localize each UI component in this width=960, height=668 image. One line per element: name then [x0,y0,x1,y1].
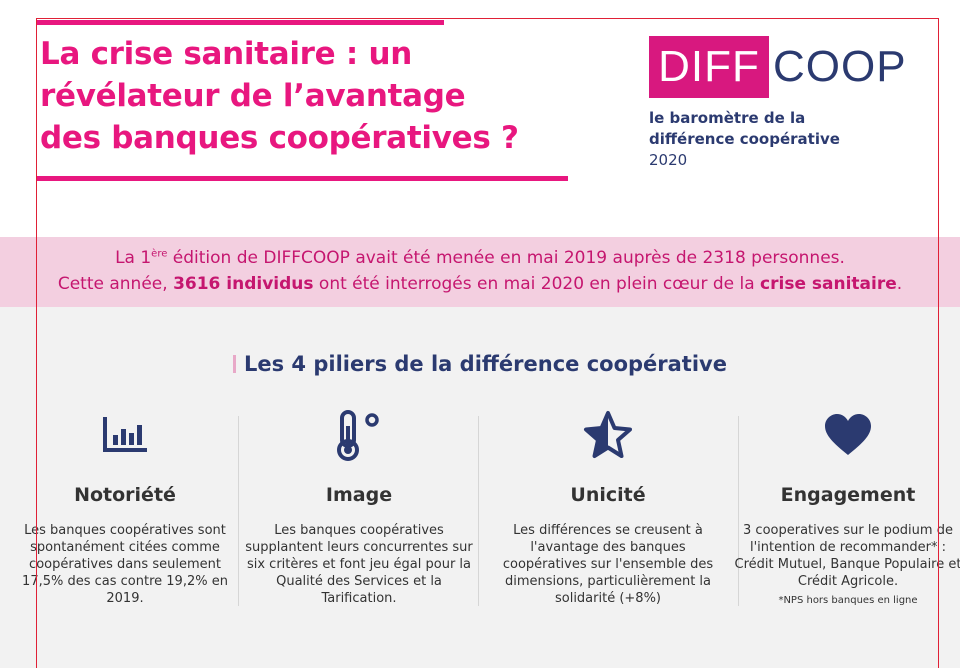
pillar-engagement: Engagement 3 cooperatives sur le podium … [733,408,960,606]
pillar-image: Image Les banques coopératives supplante… [244,408,474,607]
intro-band [0,237,960,307]
pillar-desc: Les banques coopératives sont spontanéme… [22,523,228,606]
title-underline [36,176,568,181]
pillar-name: Image [325,484,393,506]
column-divider-3 [738,416,739,606]
barometer-caption: le baromètre de la différence coopérativ… [649,108,840,171]
logo-text-left: DIFF [658,42,760,91]
pillars-section [0,307,960,668]
pillar-unicite: Unicité Les différences se creusent à l'… [493,408,723,607]
pillar-name: Notoriété [74,484,176,506]
intro-l2-end: . [896,273,903,294]
logo-box: DIFF [649,36,769,98]
intro-l2-bold-2: crise sanitaire [760,273,897,294]
intro-l1-b: édition de DIFFCOOP avait été menée en m… [167,248,845,268]
baro-line-2: différence coopérative [649,130,840,148]
pillar-desc: 3 cooperatives sur le podium de l'intent… [734,523,960,589]
intro-l2-b: ont été interrogés en mai 2020 en plein … [313,273,761,294]
baro-year: 2020 [649,151,688,169]
star-icon [493,408,723,462]
pillar-name: Unicité [570,484,646,506]
pillar-note: *NPS hors banques en ligne [778,594,918,606]
pillar-notoriete: Notoriété Les banques coopératives sont … [10,408,240,607]
column-divider-2 [478,416,479,606]
pillar-desc: Les différences se creusent à l'avantage… [502,523,714,606]
diffcoop-logo: DIFF COOP [649,36,907,98]
intro-l1-sup: ère [151,248,168,260]
pillar-name: Engagement [780,484,916,506]
column-divider-1 [238,416,239,606]
intro-l2-a: Cette année, [57,273,174,294]
intro-text: La 1ère édition de DIFFCOOP avait été me… [0,246,960,297]
logo-text-right: COOP [773,42,907,91]
pillar-desc: Les banques coopératives supplantent leu… [245,523,473,606]
page-title: La crise sanitaire : un révélateur de l’… [40,34,600,160]
intro-l1-a: La 1 [115,248,152,268]
section-title: Les 4 piliers de la différence coopérati… [0,352,960,376]
intro-l2-bold-1: 3616 individus [173,273,314,294]
section-title-text: Les 4 piliers de la différence coopérati… [244,352,727,376]
title-line-3: des banques coopératives ? [40,119,519,156]
intro-line-1: La 1ère édition de DIFFCOOP avait été me… [0,246,960,272]
title-top-bar [36,20,444,25]
baro-line-1: le baromètre de la [649,109,806,127]
intro-line-2: Cette année, 3616 individus ont été inte… [0,272,960,298]
bar-chart-icon [10,408,240,462]
section-tick [233,355,236,373]
title-line-2: révélateur de l’avantage [40,77,466,114]
heart-icon [733,408,960,462]
thermometer-icon [244,408,474,462]
title-line-1: La crise sanitaire : un [40,36,412,72]
